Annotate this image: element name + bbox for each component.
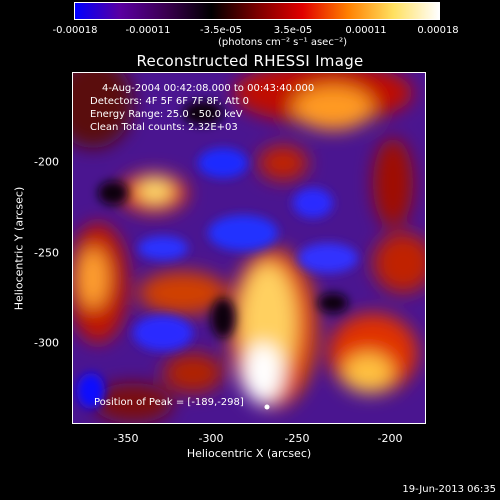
annotation-peak: Position of Peak = [-189,-298]: [94, 397, 244, 408]
y-tick: -250: [34, 246, 59, 260]
y-axis-label: Heliocentric Y (arcsec): [12, 186, 26, 311]
colorbar-units: (photons cm⁻² s⁻¹ asec⁻²): [217, 37, 348, 48]
y-tick: -200: [34, 155, 59, 169]
annotation-detectors: Detectors: 4F 5F 6F 7F 8F, Att 0: [90, 96, 250, 107]
x-tick: -250: [284, 432, 310, 445]
image-svg: [53, 58, 433, 423]
annotation-energy: Energy Range: 25.0 - 50.0 keV: [90, 109, 243, 120]
colorbar-tick: -0.00018: [52, 25, 98, 36]
datestamp: 19-Jun-2013 06:35: [402, 484, 496, 495]
colorbar: [74, 2, 440, 20]
emission-blobs: [53, 58, 433, 423]
x-tick: -200: [377, 432, 403, 445]
colorbar-tick: -0.00011: [125, 25, 171, 36]
rhessi-image: [53, 58, 433, 424]
annotation-clean: Clean Total counts: 2.32E+03: [90, 122, 238, 133]
colorbar-tick: 0.00018: [417, 25, 459, 36]
negative-blobs: [77, 101, 358, 409]
x-axis-label: Heliocentric X (arcsec): [186, 447, 312, 460]
colorbar-tick: 0.00011: [345, 25, 387, 36]
peak-marker: [264, 404, 270, 410]
x-tick: -350: [113, 432, 139, 445]
plot-title: Reconstructed RHESSI Image: [136, 52, 364, 70]
colorbar-tick: -3.5e-05: [200, 25, 242, 36]
y-tick: -300: [34, 336, 59, 350]
annotation-time: 4-Aug-2004 00:42:08.000 to 00:43:40.000: [102, 83, 315, 94]
colorbar-tick: 3.5e-05: [273, 25, 313, 36]
x-tick: -300: [198, 432, 224, 445]
